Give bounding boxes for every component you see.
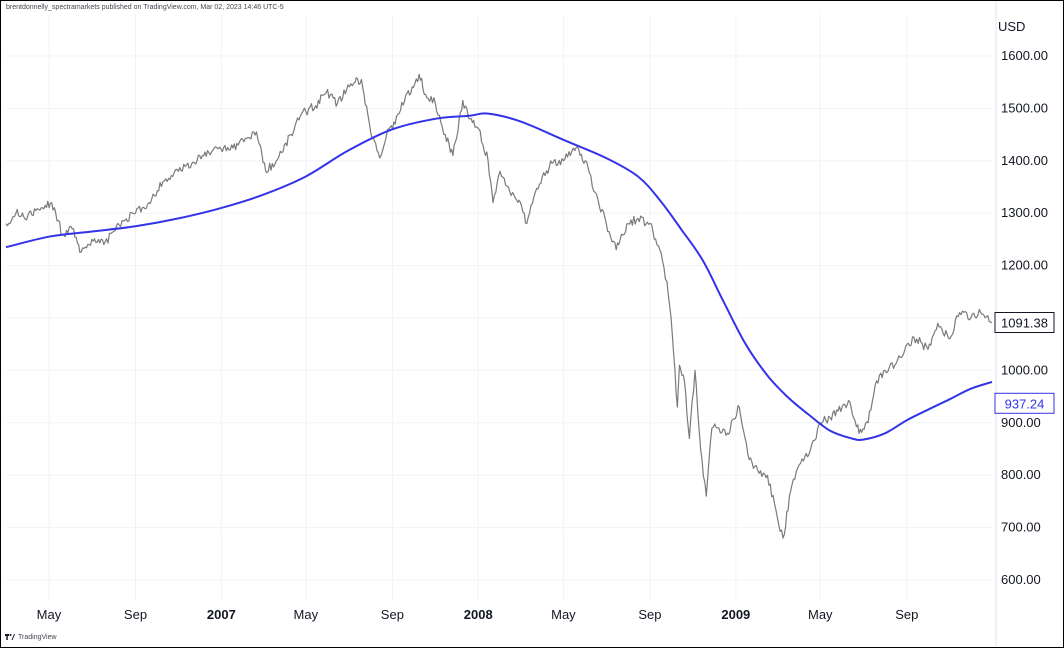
x-tick-label: May: [551, 607, 576, 622]
x-tick-label: 2009: [721, 607, 750, 622]
y-tick-label: 700.00: [1001, 520, 1041, 535]
tradingview-logo-icon: [5, 634, 15, 640]
tradingview-logo[interactable]: TradingView: [5, 634, 57, 641]
currency-label: USD: [998, 19, 1025, 34]
x-tick-label: Sep: [381, 607, 404, 622]
x-tick-label: Sep: [638, 607, 661, 622]
x-tick-label: May: [37, 607, 62, 622]
price-last-value-label: 1091.38: [994, 311, 1055, 333]
publish-attribution: brentdonnelly_spectramarkets published o…: [6, 4, 284, 11]
last-value-text: 937.24: [1005, 396, 1045, 411]
x-tick-label: May: [294, 607, 319, 622]
y-tick-label: 1500.00: [1001, 100, 1048, 115]
price-series-line: [5, 73, 993, 539]
moving-average-line: [5, 112, 993, 441]
tradingview-logo-text: TradingView: [18, 634, 57, 641]
x-tick-label: Sep: [124, 607, 147, 622]
y-tick-label: 900.00: [1001, 415, 1041, 430]
x-tick-label: 2007: [207, 607, 236, 622]
grid-lines: [6, 14, 992, 601]
ma-last-value-label: 937.24: [994, 392, 1055, 414]
last-value-labels: 1091.38 937.24: [994, 311, 1055, 414]
y-tick-label: 600.00: [1001, 572, 1041, 587]
y-tick-label: 1400.00: [1001, 153, 1048, 168]
y-tick-label: 1200.00: [1001, 258, 1048, 273]
time-axis[interactable]: May Sep 2007 May Sep 2008 May Sep 2009 May Sep: [37, 607, 919, 622]
y-tick-label: 1000.00: [1001, 362, 1048, 377]
y-tick-label: 800.00: [1001, 467, 1041, 482]
x-tick-label: Sep: [895, 607, 918, 622]
last-value-box: [994, 392, 1055, 414]
last-value-box: [994, 311, 1055, 333]
y-tick-label: 1600.00: [1001, 48, 1048, 63]
last-value-text: 1091.38: [1001, 315, 1048, 330]
x-tick-label: May: [808, 607, 833, 622]
y-tick-label: 1300.00: [1001, 205, 1048, 220]
series-layer: [5, 73, 993, 539]
x-tick-label: 2008: [464, 607, 493, 622]
